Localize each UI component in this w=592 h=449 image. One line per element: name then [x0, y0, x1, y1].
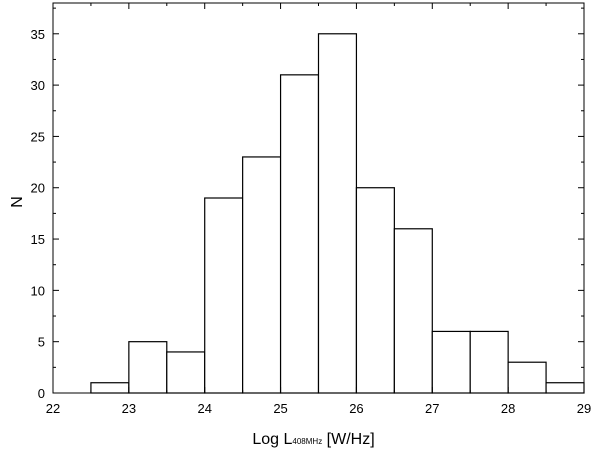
- y-tick-label: 0: [38, 386, 45, 401]
- histogram-bar: [128, 341, 168, 394]
- x-axis-title-subscript: 408MHz: [292, 437, 322, 446]
- x-tick-label: 26: [349, 401, 363, 416]
- ticks-group: [52, 3, 585, 394]
- histogram-bar: [545, 382, 585, 394]
- tick-labels-group: 22 23 24 25 26 27 28 29 0 5 10 15 20 25 30 35: [31, 27, 592, 416]
- histogram-bar: [204, 197, 244, 394]
- x-tick-label: 22: [46, 401, 60, 416]
- y-tick-label: 20: [31, 181, 45, 196]
- histogram-bar: [355, 187, 395, 394]
- y-tick-label: 15: [31, 232, 45, 247]
- histogram-bar: [393, 228, 433, 394]
- y-tick-label: 5: [38, 335, 45, 350]
- x-tick-label: 23: [122, 401, 136, 416]
- histogram-bar: [242, 156, 282, 394]
- histogram-bar: [166, 351, 206, 394]
- x-tick-label: 24: [197, 401, 211, 416]
- y-axis-title: N: [9, 196, 26, 208]
- x-tick-label: 27: [425, 401, 439, 416]
- histogram-bar: [317, 33, 358, 394]
- y-tick-label: 30: [31, 78, 45, 93]
- bars-group: [90, 33, 585, 394]
- histogram-bar: [279, 74, 320, 394]
- histogram-bar: [431, 330, 471, 394]
- histogram-bar: [90, 382, 130, 394]
- x-axis-title: Log L408MHz [W/Hz]: [252, 431, 374, 448]
- histogram-bar: [507, 361, 547, 394]
- x-tick-label: 25: [273, 401, 287, 416]
- y-tick-label: 10: [31, 283, 45, 298]
- x-tick-label: 28: [501, 401, 515, 416]
- y-tick-label: 35: [31, 27, 45, 42]
- x-axis-title-main: Log L: [252, 431, 292, 448]
- y-tick-label: 25: [31, 129, 45, 144]
- x-axis-title-unit: [W/Hz]: [322, 431, 374, 448]
- x-tick-label: 29: [577, 401, 591, 416]
- histogram-bar: [469, 330, 509, 394]
